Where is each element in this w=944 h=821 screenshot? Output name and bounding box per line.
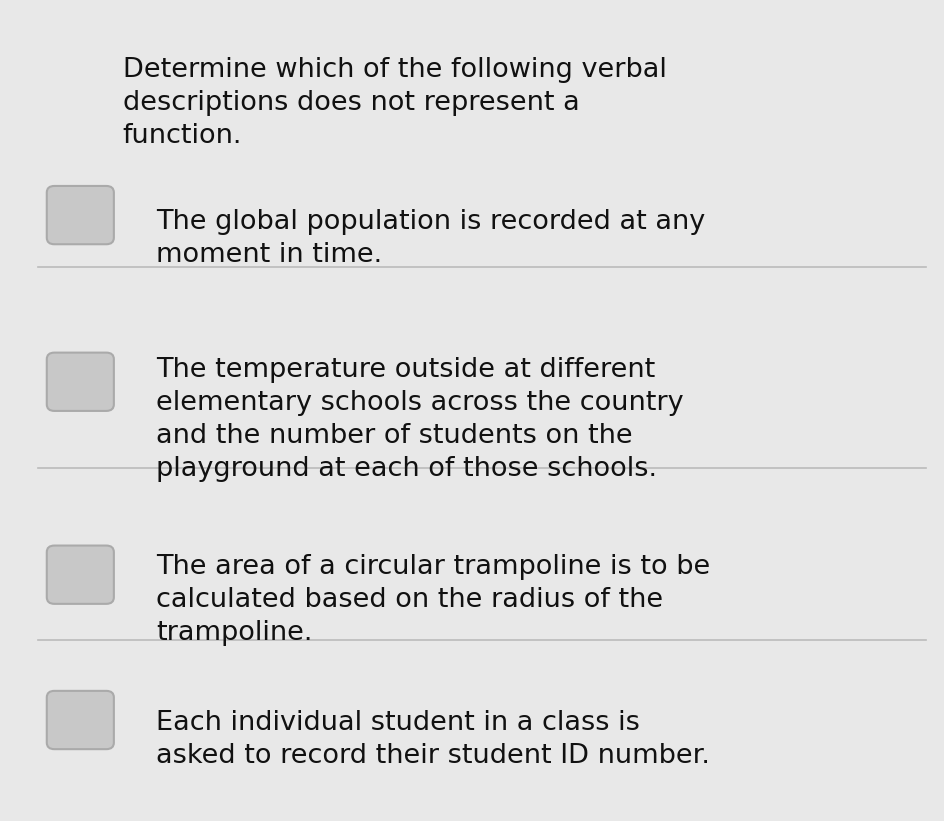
Text: The area of a circular trampoline is to be
calculated based on the radius of the: The area of a circular trampoline is to … — [156, 554, 710, 646]
Text: Determine which of the following verbal
descriptions does not represent a
functi: Determine which of the following verbal … — [123, 57, 666, 149]
FancyBboxPatch shape — [47, 546, 114, 604]
FancyBboxPatch shape — [47, 691, 114, 749]
Text: Each individual student in a class is
asked to record their student ID number.: Each individual student in a class is as… — [156, 710, 709, 769]
FancyBboxPatch shape — [47, 186, 114, 245]
Text: The global population is recorded at any
moment in time.: The global population is recorded at any… — [156, 209, 704, 268]
FancyBboxPatch shape — [47, 353, 114, 410]
Text: The temperature outside at different
elementary schools across the country
and t: The temperature outside at different ele… — [156, 357, 683, 482]
